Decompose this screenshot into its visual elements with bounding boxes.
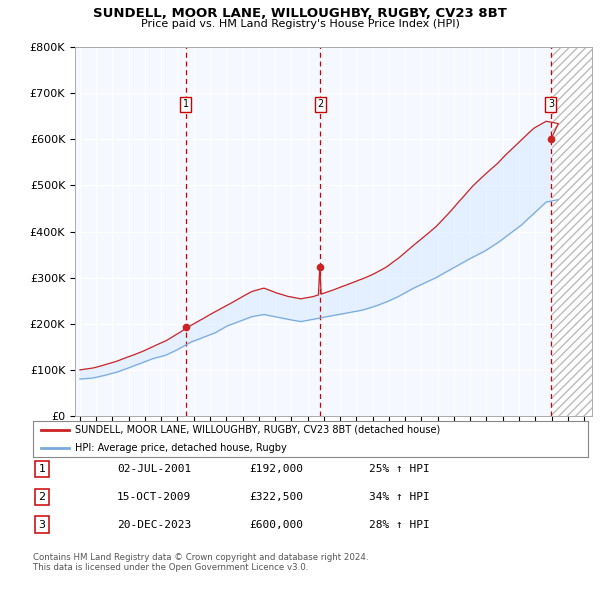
- Text: SUNDELL, MOOR LANE, WILLOUGHBY, RUGBY, CV23 8BT (detached house): SUNDELL, MOOR LANE, WILLOUGHBY, RUGBY, C…: [74, 425, 440, 435]
- Text: This data is licensed under the Open Government Licence v3.0.: This data is licensed under the Open Gov…: [33, 563, 308, 572]
- Text: 2: 2: [38, 492, 46, 502]
- Text: Price paid vs. HM Land Registry's House Price Index (HPI): Price paid vs. HM Land Registry's House …: [140, 19, 460, 30]
- Text: £192,000: £192,000: [249, 464, 303, 474]
- Text: 3: 3: [38, 520, 46, 529]
- Text: Contains HM Land Registry data © Crown copyright and database right 2024.: Contains HM Land Registry data © Crown c…: [33, 553, 368, 562]
- Text: 2: 2: [317, 99, 323, 109]
- Text: 28% ↑ HPI: 28% ↑ HPI: [369, 520, 430, 529]
- Text: HPI: Average price, detached house, Rugby: HPI: Average price, detached house, Rugb…: [74, 443, 286, 453]
- Text: 25% ↑ HPI: 25% ↑ HPI: [369, 464, 430, 474]
- Text: 20-DEC-2023: 20-DEC-2023: [117, 520, 191, 529]
- Text: SUNDELL, MOOR LANE, WILLOUGHBY, RUGBY, CV23 8BT: SUNDELL, MOOR LANE, WILLOUGHBY, RUGBY, C…: [93, 7, 507, 20]
- Text: 02-JUL-2001: 02-JUL-2001: [117, 464, 191, 474]
- Text: £600,000: £600,000: [249, 520, 303, 529]
- Text: 34% ↑ HPI: 34% ↑ HPI: [369, 492, 430, 502]
- Text: £322,500: £322,500: [249, 492, 303, 502]
- Text: 3: 3: [548, 99, 554, 109]
- Text: 1: 1: [38, 464, 46, 474]
- Text: 15-OCT-2009: 15-OCT-2009: [117, 492, 191, 502]
- Text: 1: 1: [182, 99, 188, 109]
